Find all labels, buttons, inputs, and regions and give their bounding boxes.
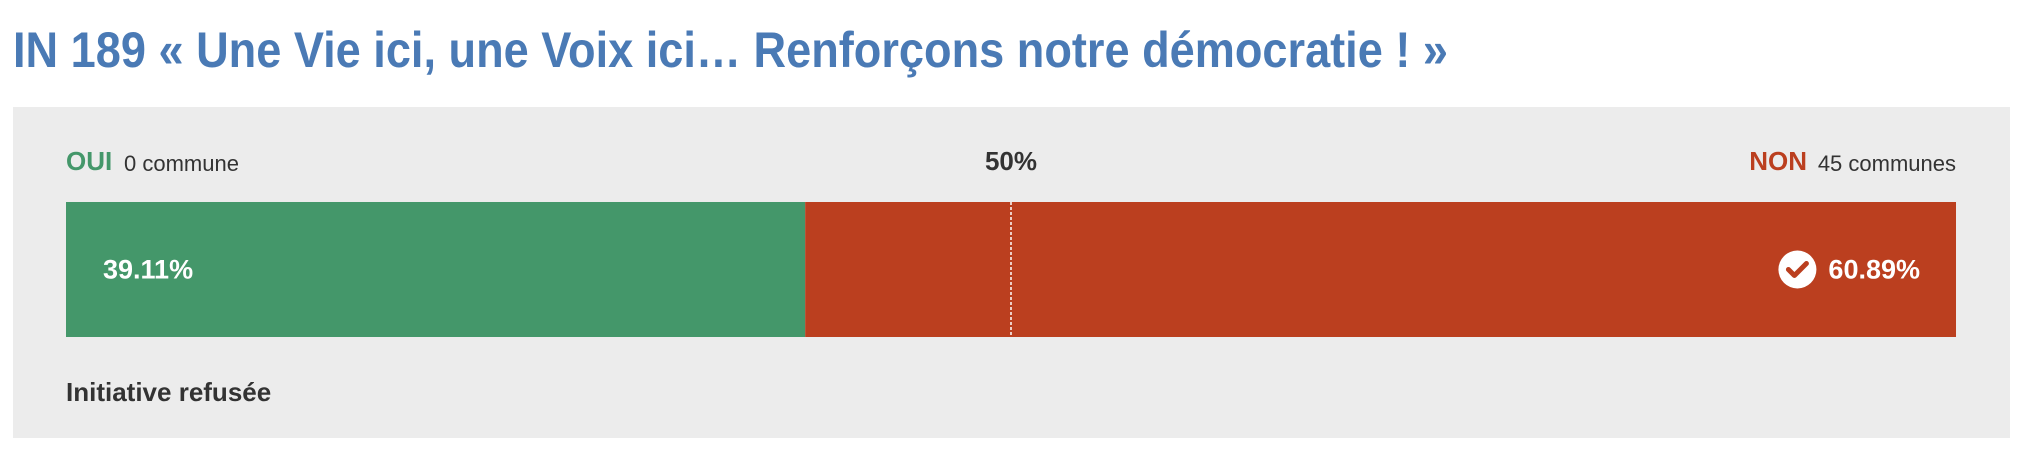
- legend-yes: OUI: [66, 146, 112, 176]
- no-count: 45 communes: [1818, 151, 1956, 176]
- tick-label: 50%: [985, 146, 1037, 176]
- result: Initiative refusée: [66, 377, 271, 407]
- bar-segment: [805, 202, 1957, 337]
- legend-no: NON: [1749, 146, 1807, 176]
- check-mark: [1785, 261, 1809, 278]
- value-label: 39.11%: [103, 255, 193, 285]
- value-label: 60.89%: [1828, 255, 1920, 285]
- yes-count: 0 commune: [124, 151, 239, 176]
- chart-title: IN 189 « Une Vie ici, une Voix ici… Renf…: [13, 22, 1448, 78]
- bar-segment: [66, 202, 806, 337]
